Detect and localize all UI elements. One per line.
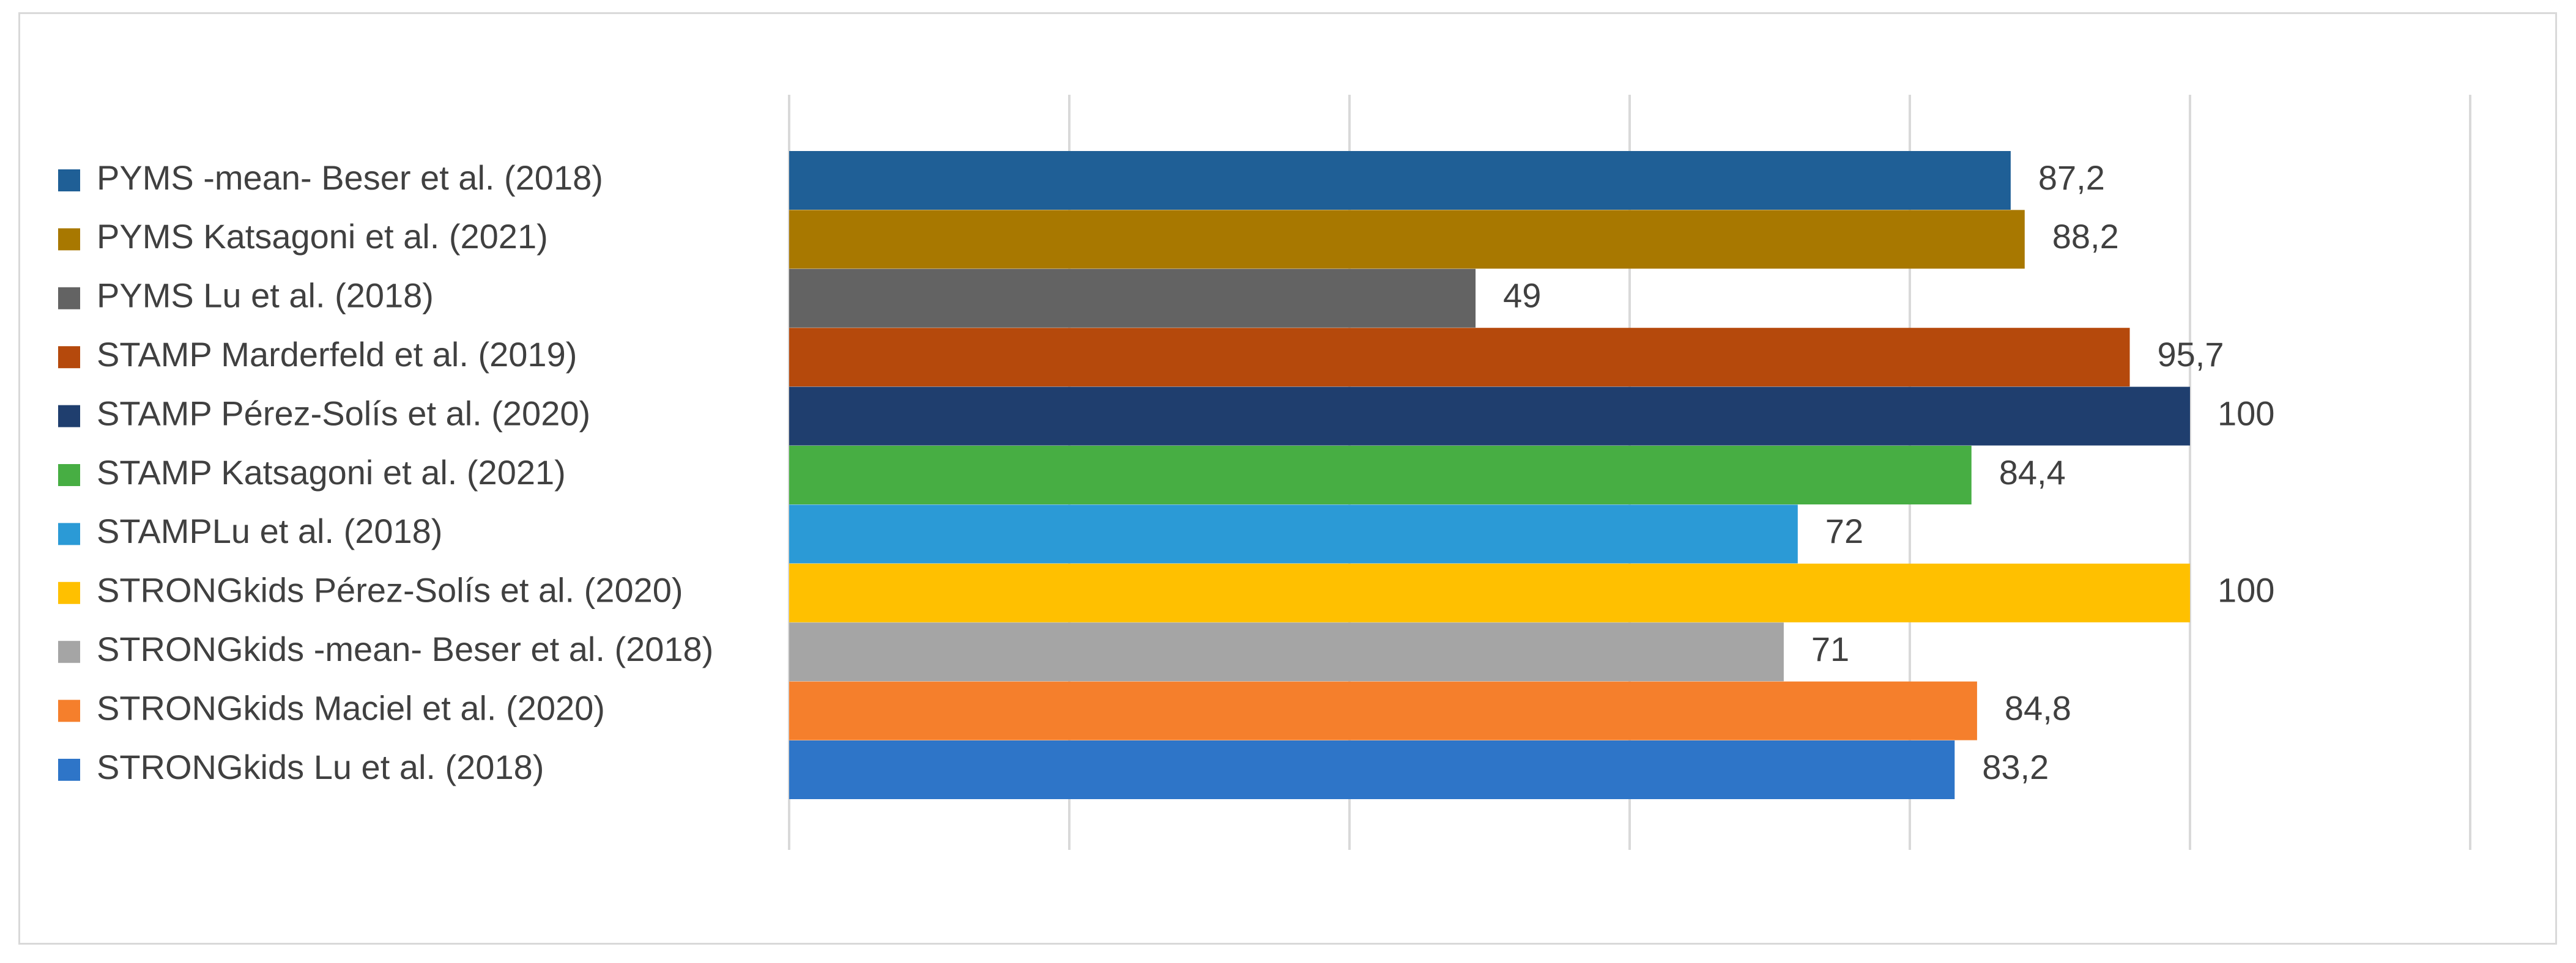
bar [789,151,2011,210]
bar-value-label: 87,2 [2038,158,2105,197]
legend-label: PYMS -mean- Beser et al. (2018) [97,158,603,197]
bar [789,681,1977,740]
bar [789,504,1798,564]
bar [789,446,1972,504]
bar [789,210,2025,269]
legend-label: STRONGkids -mean- Beser et al. (2018) [97,630,713,668]
bar-value-label: 84,4 [1999,453,2066,492]
bar [789,386,2190,446]
legend-label: STRONGkids Lu et al. (2018) [97,748,544,786]
bar-value-label: 71 [1811,630,1849,668]
bar [789,268,1476,328]
bar-value-label: 100 [2218,394,2274,432]
legend-label: STAMP Marderfeld et al. (2019) [97,335,577,374]
legend-swatch [58,287,80,309]
legend-label: STRONGkids Maciel et al. (2020) [97,688,605,727]
legend-swatch [58,641,80,663]
bar-value-label: 72 [1825,512,1863,550]
legend: PYMS -mean- Beser et al. (2018) PYMS Kats… [58,158,713,786]
legend-label: STAMP Pérez-Solís et al. (2020) [97,394,590,432]
legend-swatch [58,581,80,604]
legend-swatch [58,699,80,722]
legend-swatch [58,405,80,427]
bar-value-label: 83,2 [1982,748,2049,786]
bar-value-label: 88,2 [2052,217,2119,256]
legend-label: STRONGkids Pérez-Solís et al. (2020) [97,571,683,610]
legend-label: STAMP Katsagoni et al. (2021) [97,453,566,492]
bar [789,328,2130,387]
legend-swatch [58,228,80,251]
legend-swatch [58,523,80,545]
bar-value-label: 49 [1503,276,1541,315]
bars [789,151,2190,799]
legend-swatch [58,464,80,486]
bar [789,622,1784,682]
legend-swatch [58,346,80,369]
bar [789,740,1955,799]
bar [789,563,2190,622]
bar-value-label: 84,8 [2005,688,2071,727]
bar-value-label: 95,7 [2158,335,2224,374]
legend-swatch [58,169,80,191]
legend-swatch [58,759,80,781]
legend-label: STAMPLu et al. (2018) [97,512,442,550]
legend-label: PYMS Lu et al. (2018) [97,276,434,315]
bar-value-label: 100 [2218,571,2274,610]
legend-label: PYMS Katsagoni et al. (2021) [97,217,548,256]
value-labels: 87,2 88,2 49 95,7 100 84,4 72 100 71 84,8 83,2 [1503,158,2274,786]
